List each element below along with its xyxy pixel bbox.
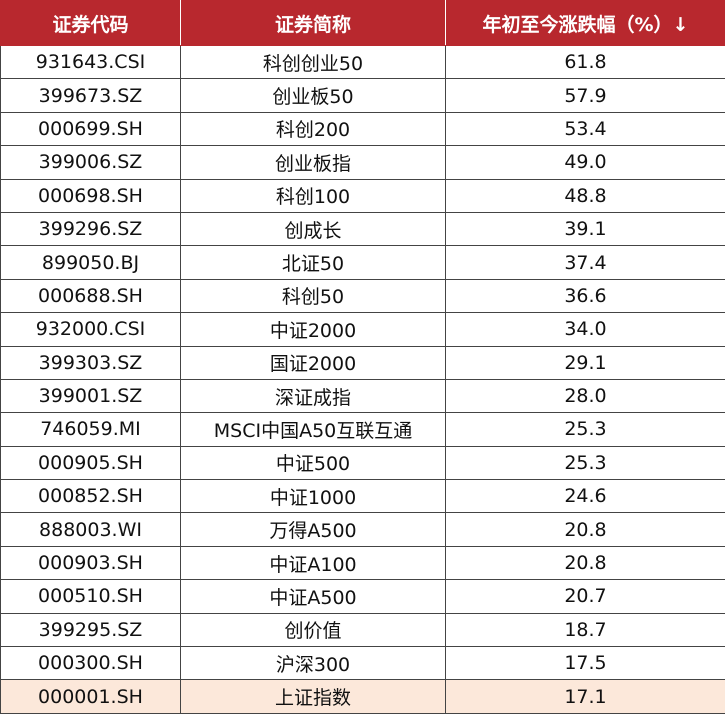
table-cell: 中证500 [181,446,446,479]
table-cell: 37.4 [446,246,725,279]
table-cell: 中证1000 [181,480,446,513]
table-cell: 000300.SH [1,647,181,680]
table-cell: 399001.SZ [1,379,181,412]
header-cell: 证券简称 [181,1,446,46]
table-cell: 932000.CSI [1,313,181,346]
table-cell: 34.0 [446,313,725,346]
table-cell: 29.1 [446,346,725,379]
table-cell: 科创200 [181,112,446,145]
header-row: 证券代码证券简称年初至今涨跌幅（%）↓ [1,1,725,46]
table-cell: 61.8 [446,46,725,79]
table-cell: 000688.SH [1,279,181,312]
table-cell: MSCI中国A50互联互通 [181,413,446,446]
table-cell: 53.4 [446,112,725,145]
table-cell: 创价值 [181,613,446,646]
table-cell: 36.6 [446,279,725,312]
table-cell: 399296.SZ [1,212,181,245]
table-cell: 24.6 [446,480,725,513]
table-cell: 899050.BJ [1,246,181,279]
table-cell: 000510.SH [1,580,181,613]
table-cell: 57.9 [446,79,725,112]
table-cell: 国证2000 [181,346,446,379]
table-cell: 万得A500 [181,513,446,546]
table-cell: 创业板指 [181,146,446,179]
table-cell: 39.1 [446,212,725,245]
table-cell: 000903.SH [1,546,181,579]
table-cell: 000852.SH [1,480,181,513]
table-cell: 创成长 [181,212,446,245]
table-cell: 399303.SZ [1,346,181,379]
table-cell: 000699.SH [1,112,181,145]
table-cell: 931643.CSI [1,46,181,79]
table-cell: 创业板50 [181,79,446,112]
table-cell: 20.8 [446,546,725,579]
table-cell: 20.7 [446,580,725,613]
table-cell: 888003.WI [1,513,181,546]
header-cell: 年初至今涨跌幅（%）↓ [446,1,725,46]
table-cell: 18.7 [446,613,725,646]
table-cell: 25.3 [446,446,725,479]
table-cell: 中证A100 [181,546,446,579]
table-cell: 25.3 [446,413,725,446]
table-cell: 中证A500 [181,580,446,613]
table-cell: 399006.SZ [1,146,181,179]
table-cell: 49.0 [446,146,725,179]
table-cell: 科创100 [181,179,446,212]
table-cell: 17.5 [446,647,725,680]
table-cell: 48.8 [446,179,725,212]
table-cell: 科创50 [181,279,446,312]
table-cell: 沪深300 [181,647,446,680]
table-cell: 上证指数 [181,680,446,713]
header-cell: 证券代码 [1,1,181,46]
table-cell: 399673.SZ [1,79,181,112]
table-cell: 中证2000 [181,313,446,346]
table-cell: 000698.SH [1,179,181,212]
table-cell: 20.8 [446,513,725,546]
table-cell: 399295.SZ [1,613,181,646]
table-cell: 北证50 [181,246,446,279]
table-cell: 深证成指 [181,379,446,412]
table-cell: 746059.MI [1,413,181,446]
table-cell: 科创创业50 [181,46,446,79]
table-cell: 28.0 [446,379,725,412]
table-cell: 000001.SH [1,680,181,713]
table-cell: 17.1 [446,680,725,713]
table-cell: 000905.SH [1,446,181,479]
